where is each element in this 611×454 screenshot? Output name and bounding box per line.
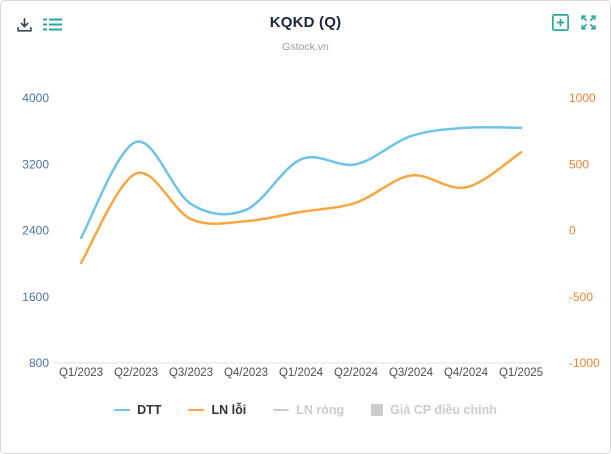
chart-plot-area: 4000 3200 2400 1600 800 1000 500 0 -500 -1000 Q1/2…: [22, 91, 600, 379]
y-axis-left-label: 2400: [22, 224, 49, 238]
x-axis-label: Q2/2024: [334, 367, 379, 379]
series-line-ln-lỗi: [79, 151, 523, 265]
legend-item-dtt[interactable]: DTT: [114, 403, 161, 417]
legend-label: DTT: [137, 403, 162, 417]
legend-label: LN ròng: [296, 403, 345, 417]
plus-square-icon: [551, 14, 570, 35]
legend-item-ln-ròng[interactable]: LN ròng: [273, 403, 344, 417]
legend-label: LN lỗi: [211, 403, 247, 417]
y-axis-right-label: 1000: [569, 91, 596, 105]
legend-marker-line-icon: [273, 409, 290, 411]
y-axis-right-label: -500: [569, 290, 593, 304]
toolbar-left: [14, 14, 64, 35]
y-axis-right-label: -1000: [569, 356, 600, 370]
legend-item-giá-cp-điều-chỉnh[interactable]: Giá CP điều chỉnh: [371, 403, 497, 417]
add-compare-button[interactable]: [550, 12, 571, 33]
legend-marker-line-icon: [188, 409, 205, 411]
download-icon: [15, 18, 34, 37]
chart-legend: DTT LN lỗi LN ròng Giá CP điều chỉnh: [1, 403, 610, 417]
y-axis-right-label: 500: [569, 157, 589, 171]
legend-marker-line-icon: [114, 409, 131, 411]
x-axis-label: Q3/2024: [389, 367, 434, 379]
x-axis-label: Q1/2023: [59, 367, 103, 379]
toolbar-right: [550, 12, 599, 33]
x-axis-label: Q4/2024: [444, 367, 489, 379]
series-line-dtt: [79, 125, 523, 240]
legend-marker-square-icon: [371, 404, 384, 416]
y-axis-left-label: 800: [29, 356, 49, 370]
x-axis-label: Q2/2023: [114, 367, 158, 379]
y-axis-right-label: 0: [569, 224, 576, 238]
download-button[interactable]: [14, 14, 35, 35]
fullscreen-icon: [579, 15, 598, 35]
x-axis-label: Q1/2024: [279, 367, 324, 379]
chart-subtitle: Gstock.vn: [282, 41, 329, 53]
chart-title: KQKD (Q): [269, 14, 342, 31]
series-list-button[interactable]: [41, 14, 64, 35]
legend-item-ln-lỗi[interactable]: LN lỗi: [188, 403, 246, 417]
legend-label: Giá CP điều chỉnh: [390, 403, 497, 417]
y-axis-left-label: 1600: [22, 290, 49, 304]
y-axis-left-label: 4000: [22, 91, 49, 105]
x-axis-label: Q4/2023: [224, 367, 268, 379]
y-axis-left-label: 3200: [22, 157, 49, 171]
x-axis-label: Q3/2023: [169, 367, 213, 379]
x-axis-label: Q1/2025: [499, 367, 543, 379]
list-icon: [42, 18, 63, 37]
fullscreen-button[interactable]: [578, 12, 599, 33]
